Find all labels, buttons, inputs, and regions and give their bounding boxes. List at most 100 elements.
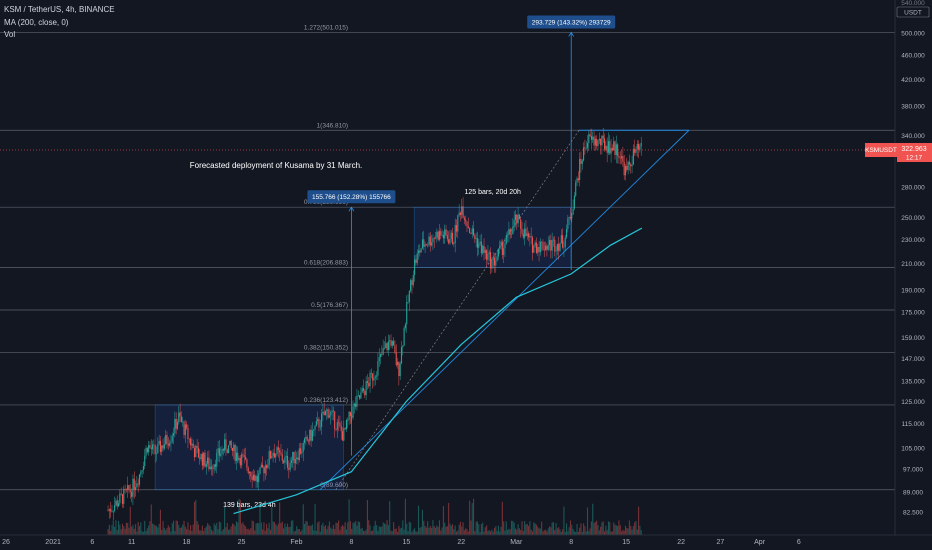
candle-body bbox=[524, 228, 526, 238]
candle-body bbox=[173, 433, 175, 436]
volume-bar bbox=[640, 530, 642, 535]
volume-bar bbox=[403, 529, 405, 535]
volume-bar bbox=[214, 525, 217, 535]
y-tick-label: 190.000 bbox=[901, 288, 925, 295]
candle-body bbox=[238, 457, 240, 461]
volume-bar bbox=[322, 522, 324, 535]
candle-body bbox=[218, 448, 220, 456]
candle-body bbox=[600, 138, 602, 146]
candle-body bbox=[497, 248, 499, 257]
volume-bar bbox=[462, 522, 464, 535]
candle-body bbox=[512, 226, 514, 235]
measure-layer: 155.766 (152.28%) 155766 293.729 (143.32%… bbox=[307, 15, 616, 456]
candle-body bbox=[601, 135, 603, 146]
volume-bar bbox=[533, 522, 535, 535]
candle-body bbox=[138, 474, 141, 485]
candle-body bbox=[454, 225, 456, 243]
volume-bar bbox=[349, 521, 351, 535]
candle-body bbox=[564, 237, 566, 247]
volume-bar bbox=[482, 522, 484, 535]
y-tick-label: 340.000 bbox=[901, 133, 925, 140]
volume-bar bbox=[555, 523, 557, 535]
candle-body bbox=[148, 445, 150, 453]
candle-body bbox=[461, 206, 463, 215]
candle-body bbox=[621, 156, 623, 159]
symbol-header[interactable]: KSM / TetherUS, 4h, BINANCE bbox=[4, 5, 115, 14]
volume-bar bbox=[204, 528, 206, 535]
volume-bar bbox=[111, 525, 113, 535]
volume-bar bbox=[470, 520, 472, 535]
volume-bar bbox=[386, 520, 388, 535]
candle-body bbox=[551, 240, 553, 251]
candle-body bbox=[474, 235, 476, 240]
volume-bar bbox=[298, 529, 300, 535]
volume-bar bbox=[355, 521, 357, 535]
volume-bar bbox=[453, 529, 455, 535]
candle-body bbox=[617, 144, 619, 156]
candle-body bbox=[448, 239, 450, 244]
volume-indicator-label[interactable]: Vol bbox=[4, 30, 16, 39]
candle-body bbox=[554, 239, 556, 252]
date-range-label: 139 bars, 23d 4h bbox=[223, 502, 276, 509]
volume-bar bbox=[436, 525, 438, 535]
candle-body bbox=[343, 428, 345, 441]
candle-body bbox=[331, 410, 333, 413]
candle-body bbox=[556, 243, 558, 251]
candle-body bbox=[288, 467, 290, 470]
volume-bar bbox=[260, 522, 262, 535]
candle-body bbox=[414, 259, 416, 275]
candle-body bbox=[626, 165, 628, 170]
candle-body bbox=[279, 450, 281, 453]
candle-body bbox=[490, 252, 492, 269]
x-tick-label: 22 bbox=[457, 539, 465, 546]
candle-body bbox=[260, 464, 262, 468]
candle-body bbox=[463, 217, 465, 220]
volume-bar bbox=[255, 523, 257, 535]
volume-bar bbox=[152, 523, 154, 535]
x-tick-label: 2021 bbox=[45, 539, 61, 546]
x-tick-label: Mar bbox=[510, 539, 523, 546]
volume-bar bbox=[306, 521, 308, 535]
volume-bar bbox=[157, 527, 159, 535]
candle-body bbox=[535, 242, 537, 253]
candle-body bbox=[373, 377, 375, 381]
candle-body bbox=[542, 242, 544, 250]
candle-body bbox=[484, 250, 486, 253]
dashed-trend-line bbox=[335, 130, 580, 490]
candle-body bbox=[635, 149, 637, 153]
candle-body bbox=[537, 247, 539, 253]
volume-bar bbox=[217, 529, 219, 535]
volume-bar bbox=[272, 521, 274, 535]
candle-body bbox=[442, 234, 444, 239]
x-tick-label: 25 bbox=[238, 539, 246, 546]
candle-body bbox=[479, 241, 481, 244]
volume-bar bbox=[596, 520, 598, 535]
candle-body bbox=[552, 239, 554, 241]
candle-body bbox=[233, 444, 235, 451]
candle-body bbox=[259, 467, 261, 474]
volume-bar bbox=[638, 506, 640, 535]
candle-body bbox=[450, 232, 452, 239]
volume-bar bbox=[210, 529, 213, 535]
volume-bar bbox=[479, 531, 481, 535]
volume-bar bbox=[478, 524, 480, 535]
volume-bar bbox=[377, 530, 379, 535]
candle-body bbox=[499, 245, 501, 249]
candle-body bbox=[121, 494, 124, 504]
fib-retracement-layer: 1.272(501.015)1(346.810)0.786(259.656)0.… bbox=[0, 24, 895, 491]
candle-body bbox=[111, 511, 113, 512]
candle-body bbox=[221, 448, 223, 454]
ma-indicator-label[interactable]: MA (200, close, 0) bbox=[4, 18, 69, 27]
volume-bar bbox=[209, 526, 211, 535]
time-axis: 26 2021 6 11 18 25 Feb 8 15 22 Mar 8 15 22 27 Apr 6 bbox=[0, 534, 932, 546]
volume-bar bbox=[399, 528, 401, 535]
candle-body bbox=[264, 465, 266, 474]
volume-bar bbox=[300, 531, 302, 535]
volume-bar bbox=[176, 520, 179, 535]
candle-body bbox=[330, 412, 332, 416]
candle-body bbox=[516, 214, 518, 224]
volume-bar bbox=[276, 525, 278, 535]
candle-body bbox=[526, 233, 528, 237]
candle-body bbox=[315, 421, 317, 426]
